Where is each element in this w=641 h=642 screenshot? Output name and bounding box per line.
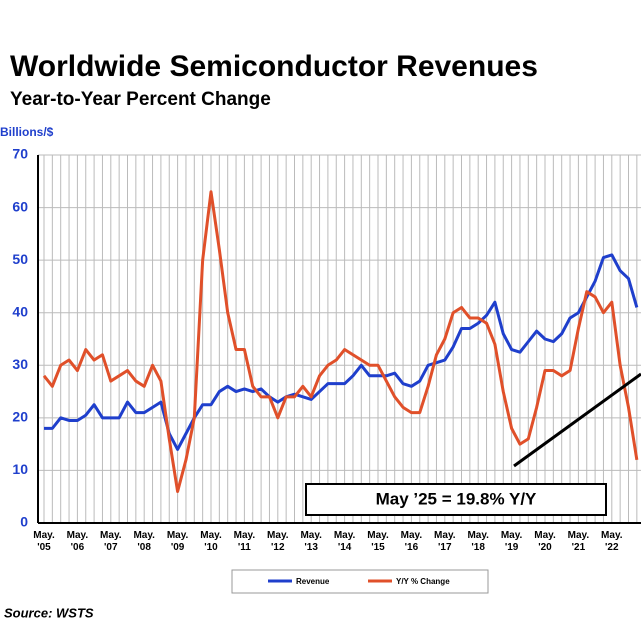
legend bbox=[231, 569, 489, 594]
y-tick-label: 50 bbox=[12, 251, 28, 267]
annotation-box bbox=[305, 483, 607, 516]
legend-items: Revenue Y/Y % Change bbox=[268, 577, 450, 586]
y-tick-label: 0 bbox=[20, 514, 28, 530]
annotation: May ’25 = 19.8% Y/Y bbox=[376, 489, 537, 508]
x-tick-label: May. '10 bbox=[200, 530, 222, 553]
legend-label: Revenue bbox=[296, 577, 330, 586]
x-tick-label: May. '09 bbox=[166, 530, 189, 553]
lines bbox=[42, 190, 639, 493]
y-tick-label: 40 bbox=[12, 303, 28, 319]
trend-line bbox=[513, 372, 641, 468]
legend-label: Y/Y % Change bbox=[396, 577, 450, 586]
y-tick-label: 20 bbox=[12, 409, 28, 425]
source: Source: WSTS bbox=[4, 605, 94, 620]
y-tick-label: 30 bbox=[12, 356, 28, 372]
y-tick-label: 10 bbox=[12, 461, 28, 477]
x-tick-label: May. '17 bbox=[434, 530, 456, 553]
chart-title: Worldwide Semiconductor Revenues bbox=[10, 50, 538, 83]
grid bbox=[38, 154, 641, 524]
x-tick-label: May. '14 bbox=[333, 530, 356, 553]
x-tick-label: May. '20 bbox=[534, 530, 556, 553]
chart-subtitle: Year-to-Year Percent Change bbox=[10, 89, 271, 110]
x-tick-label: May. '07 bbox=[100, 530, 122, 553]
x-tick-label: May. '19 bbox=[500, 530, 523, 553]
series-line bbox=[42, 190, 639, 493]
x-tick-label: May. '06 bbox=[66, 530, 89, 553]
x-tick-label: May. '05 bbox=[33, 530, 55, 553]
x-tick-label: May. '08 bbox=[133, 530, 155, 553]
x-tick-label: May. '21 bbox=[567, 530, 590, 553]
x-tick-label: May. '22 bbox=[601, 530, 623, 553]
y-tick-label: 60 bbox=[12, 198, 28, 214]
y-axis-label: Billions/$ bbox=[0, 125, 54, 139]
series-line bbox=[44, 253, 639, 451]
x-tick-label: May. '13 bbox=[300, 530, 322, 553]
x-tick-label: M bbox=[628, 530, 641, 542]
x-tick-label: May. '15 bbox=[367, 530, 389, 553]
x-tick-label: May. '18 bbox=[467, 530, 489, 553]
y-tick-label: 70 bbox=[12, 146, 28, 162]
x-tick-label: May. '12 bbox=[267, 530, 289, 553]
x-tick-label: May. '16 bbox=[400, 530, 423, 553]
x-tick-label: May. '11 bbox=[233, 530, 256, 553]
